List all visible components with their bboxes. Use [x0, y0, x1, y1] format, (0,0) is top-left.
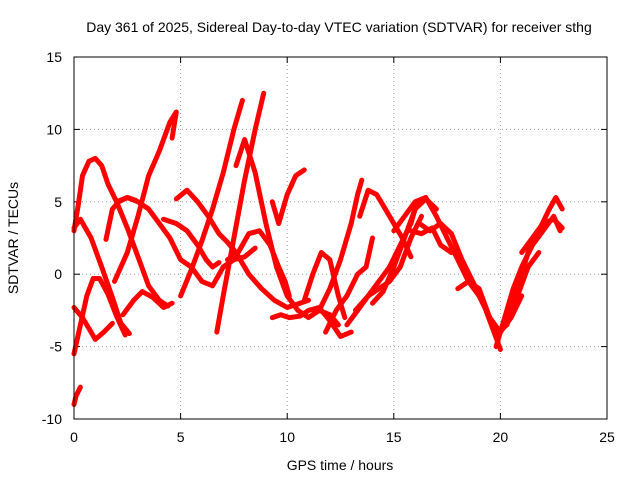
trace-sat-b: [71, 384, 83, 407]
trace-sat-af: [519, 216, 565, 255]
trace-sat-m: [214, 90, 267, 335]
x-tick-label: 20: [493, 429, 509, 445]
y-tick-label: 5: [54, 194, 62, 210]
trace-sat-e: [71, 305, 115, 342]
x-tick-label: 15: [386, 429, 402, 445]
trace-sat-a: [71, 155, 171, 309]
y-tick-label: 0: [54, 266, 62, 282]
trace-sat-q: [269, 167, 307, 226]
trace-sat-n: [225, 228, 292, 299]
trace-sat-p: [269, 305, 354, 339]
plot-frame: [73, 56, 608, 420]
x-tick-label: 0: [70, 429, 78, 445]
chart-title: Day 361 of 2025, Sidereal Day-to-day VTE…: [86, 19, 592, 35]
trace-sat-r: [301, 250, 348, 321]
trace-sat-s: [316, 177, 365, 313]
x-tick-label: 5: [177, 429, 185, 445]
y-tick-label: -5: [50, 339, 63, 355]
trace-sat-g: [112, 109, 179, 284]
trace-sat-l: [178, 97, 245, 299]
x-tick-label: 25: [599, 429, 615, 445]
y-axis-label: SDTVAR / TECUs: [5, 182, 21, 294]
trace-sat-y: [391, 195, 450, 241]
x-axis-label: GPS time / hours: [287, 457, 394, 473]
y-tick-label: 10: [46, 121, 62, 137]
y-tick-label: -10: [42, 411, 62, 427]
trace-sat-d: [71, 216, 132, 337]
y-tick-label: 15: [46, 49, 62, 65]
traces-layer: [71, 90, 565, 407]
x-tick-label: 10: [279, 429, 295, 445]
trace-sat-t: [323, 235, 375, 335]
grid-layer: [74, 57, 607, 419]
trace-sat-i: [120, 289, 175, 318]
